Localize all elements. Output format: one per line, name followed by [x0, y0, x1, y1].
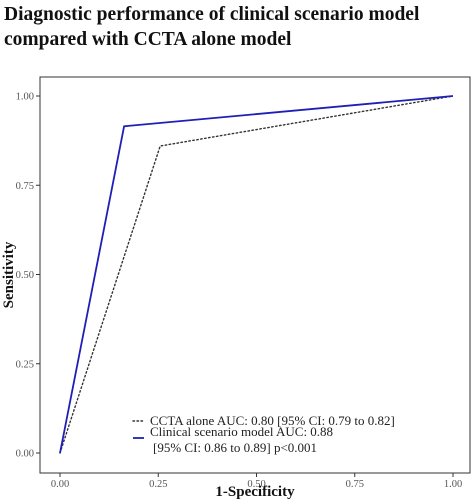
series-group	[59, 95, 454, 454]
x-tick-label: 0.75	[346, 479, 364, 490]
y-tick-label: 0.00	[16, 449, 34, 460]
chart-title: Diagnostic performance of clinical scena…	[4, 2, 470, 52]
legend-label-clinical-line-2: [95% CI: 0.86 to 0.89] p<0.001	[153, 440, 317, 455]
y-tick-label: 0.75	[16, 181, 34, 192]
legend-label-ccta: CCTA alone AUC: 0.80 [95% CI: 0.79 to 0.…	[150, 413, 395, 428]
x-axis-label: 1-Specificity	[215, 484, 295, 500]
x-tick-label: 1.00	[444, 479, 462, 490]
y-axis-label: Sensitivity	[1, 241, 17, 308]
x-tick-label: 0.25	[149, 479, 167, 490]
y-tick-label: 0.50	[16, 270, 34, 281]
chart-title-line-1: Diagnostic performance of clinical scena…	[4, 4, 420, 25]
y-tick-label: 0.25	[16, 359, 34, 370]
series-line-2	[59, 95, 454, 454]
x-tick-label: 0.00	[51, 479, 69, 490]
legend: CCTA alone AUC: 0.80 [95% CI: 0.79 to 0.…	[132, 413, 395, 455]
axis-ticks: 0.00 0.25 0.50 0.75 1.00 0.00 0.25 0.50 0.75 1.00	[16, 92, 463, 491]
legend-label-clinical-line-1: Clinical scenario model AUC: 0.88	[150, 424, 333, 439]
y-tick-label: 1.00	[16, 92, 34, 103]
chart-title-line-2: compared with CCTA alone model	[4, 29, 292, 50]
series-line-1	[59, 95, 454, 454]
x-tick-label: 0.50	[247, 479, 265, 490]
